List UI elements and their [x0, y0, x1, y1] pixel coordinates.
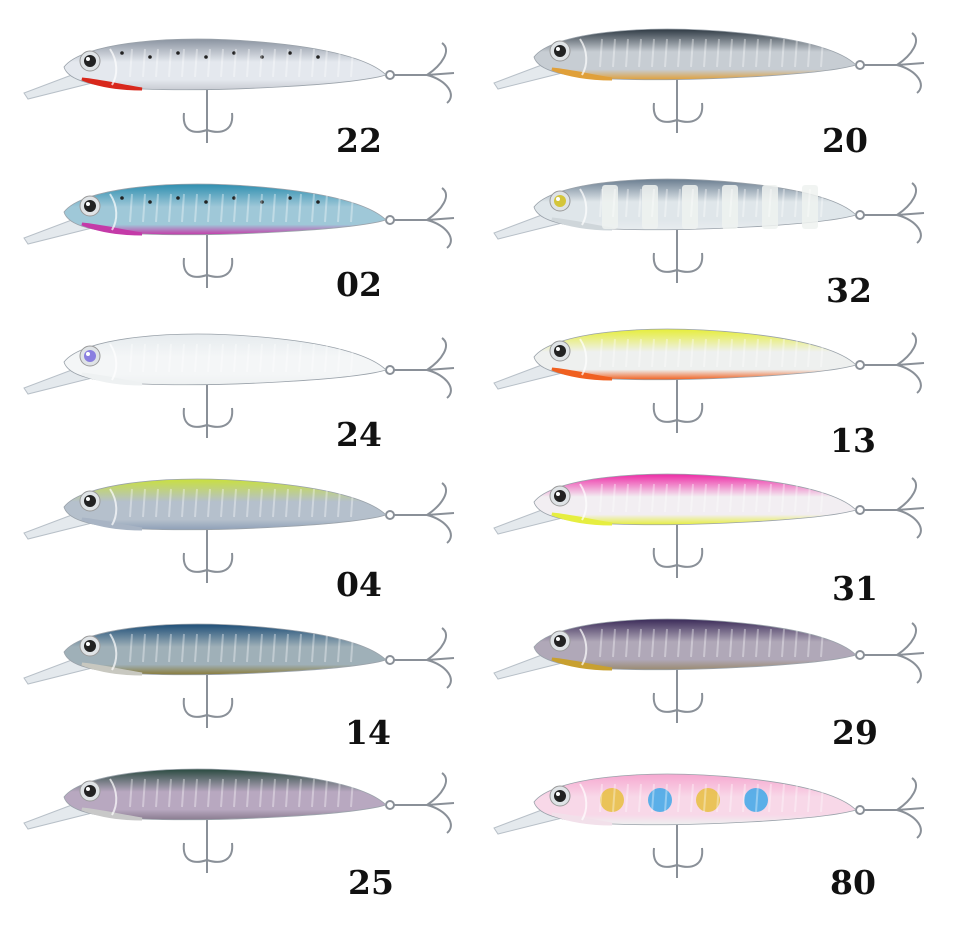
color-code-label: 29: [832, 713, 878, 752]
lure-02: [23, 183, 455, 288]
tail-hook-icon: [855, 182, 925, 244]
treble-hook-icon: [652, 225, 704, 283]
lure-13: [493, 328, 925, 433]
treble-hook-icon: [652, 375, 704, 433]
tail-hook-icon: [855, 622, 925, 684]
treble-hook-icon: [182, 525, 234, 583]
lure-body: [63, 38, 387, 91]
color-code-label: 80: [830, 863, 876, 902]
lure-80: [493, 773, 925, 878]
color-code-label: 22: [336, 121, 382, 160]
color-code-label: 14: [345, 713, 391, 752]
tail-hook-icon: [385, 627, 455, 689]
tail-hook-icon: [855, 32, 925, 94]
treble-hook-icon: [652, 665, 704, 723]
treble-hook-icon: [652, 820, 704, 878]
color-code-label: 13: [830, 421, 876, 460]
tail-hook-icon: [385, 337, 455, 399]
treble-hook-icon: [182, 380, 234, 438]
lure-body: [533, 618, 857, 671]
lure-body: [63, 183, 387, 236]
color-code-label: 20: [822, 121, 868, 160]
tail-hook-icon: [385, 187, 455, 249]
tail-hook-icon: [385, 42, 455, 104]
tail-hook-icon: [385, 482, 455, 544]
treble-hook-icon: [182, 85, 234, 143]
tail-hook-icon: [855, 477, 925, 539]
lure-14: [23, 623, 455, 728]
lure-body: [533, 328, 857, 381]
treble-hook-icon: [182, 230, 234, 288]
lure-body: [533, 473, 857, 526]
lure-body: [63, 768, 387, 821]
tail-hook-icon: [855, 777, 925, 839]
color-code-label: 02: [336, 265, 382, 304]
color-code-label: 32: [826, 271, 872, 310]
lure-body: [63, 623, 387, 676]
tail-hook-icon: [855, 332, 925, 394]
lure-31: [493, 473, 925, 578]
lure-32: [493, 178, 925, 283]
lure-25: [23, 768, 455, 873]
lure-04: [23, 478, 455, 583]
lure-24: [23, 333, 455, 438]
treble-hook-icon: [652, 520, 704, 578]
color-code-label: 04: [336, 565, 382, 604]
lure-body: [533, 773, 857, 826]
color-code-label: 31: [832, 569, 878, 608]
lure-29: [493, 618, 925, 723]
treble-hook-icon: [182, 670, 234, 728]
tail-hook-icon: [385, 772, 455, 834]
treble-hook-icon: [182, 815, 234, 873]
treble-hook-icon: [652, 75, 704, 133]
color-code-label: 24: [336, 415, 382, 454]
color-code-label: 25: [348, 863, 394, 902]
lure-22: [23, 38, 455, 143]
lure-body: [533, 28, 857, 81]
lure-20: [493, 28, 925, 133]
lure-body: [63, 478, 387, 531]
lure-body: [63, 333, 387, 386]
